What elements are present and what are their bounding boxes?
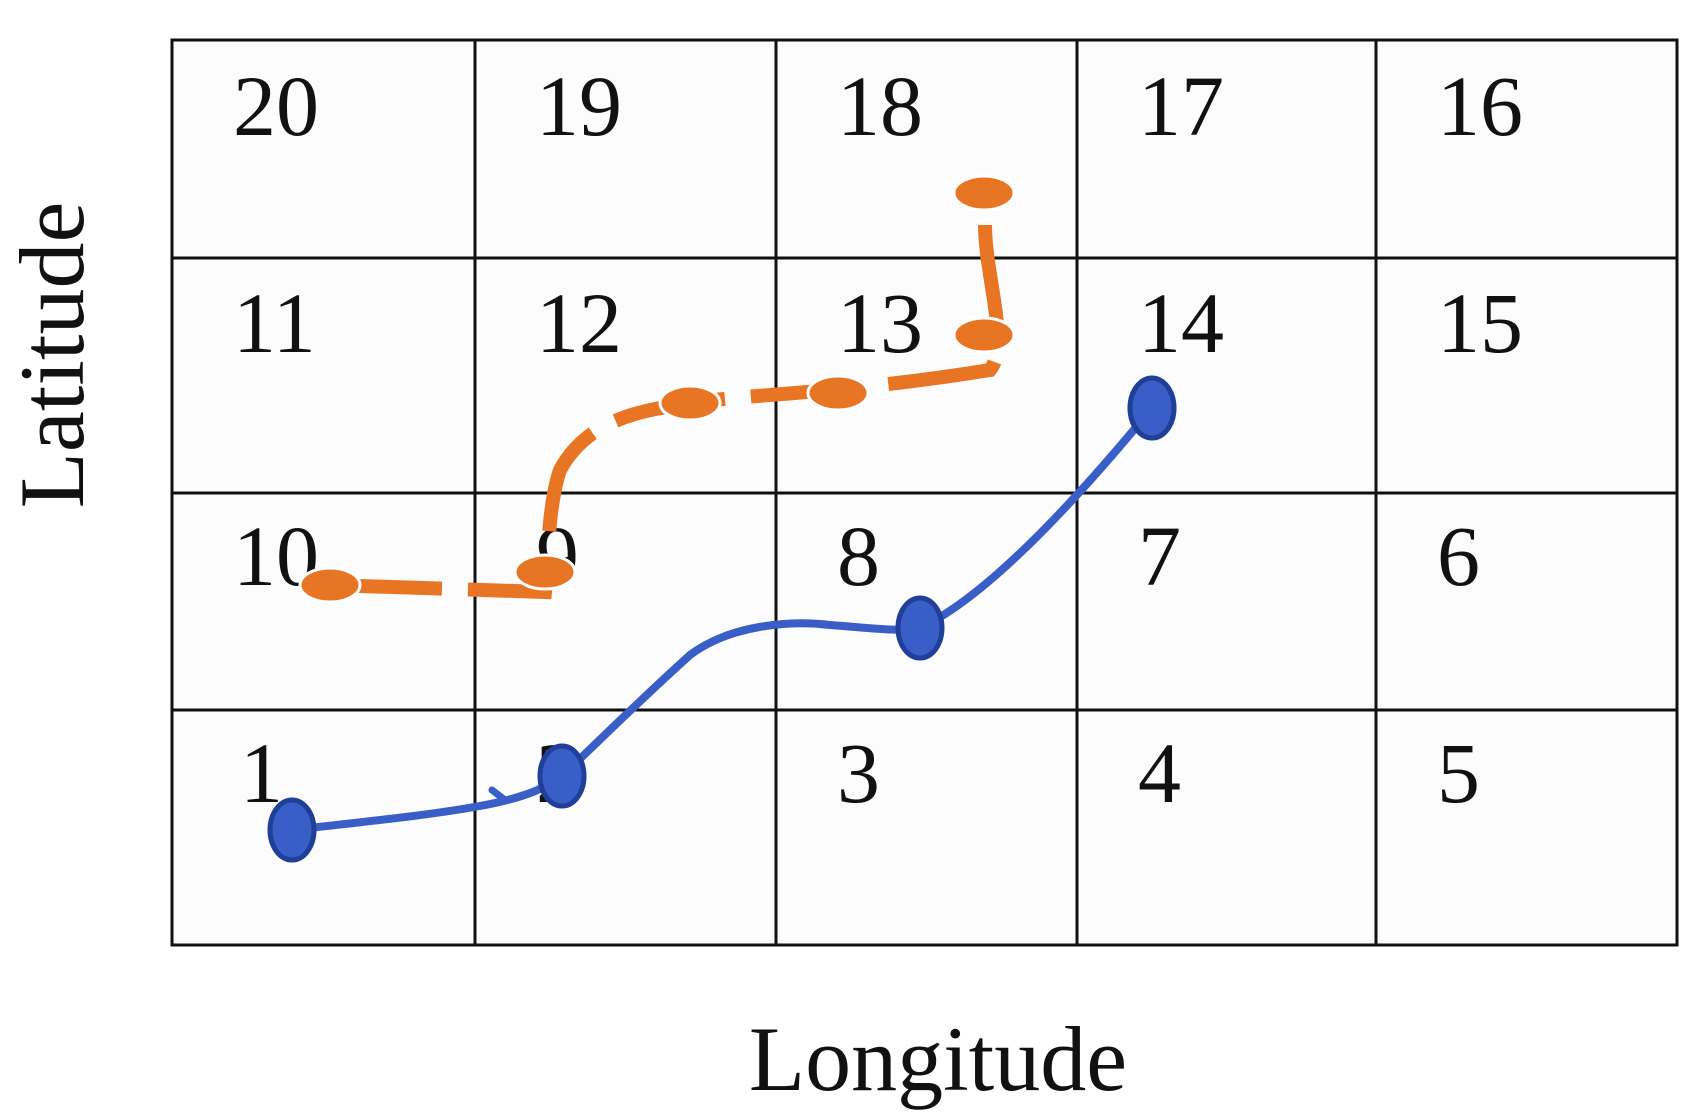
- trajectory-blue-point: [267, 797, 317, 863]
- trajectory-orange-point: [513, 553, 577, 591]
- cell-number: 15: [1437, 275, 1523, 371]
- cell-number: 17: [1138, 58, 1224, 154]
- cell-number: 4: [1138, 725, 1181, 821]
- cell-number: 18: [837, 58, 923, 154]
- cell-number: 6: [1437, 508, 1480, 604]
- cell-number: 14: [1138, 275, 1224, 371]
- cell-number: 3: [837, 725, 880, 821]
- grid-row-1: 20 19 18 17 16: [233, 58, 1523, 154]
- cell-number: 11: [233, 275, 316, 371]
- y-axis-label: Latitude: [1, 202, 103, 509]
- cell-number: 16: [1437, 58, 1523, 154]
- cell-number: 20: [233, 58, 319, 154]
- trajectory-blue-line: [288, 404, 1156, 834]
- grid-row-3: 10 9 8 7 6: [233, 508, 1480, 604]
- cell-number: 12: [536, 275, 622, 371]
- cell-number: 7: [1138, 508, 1181, 604]
- cell-number: 8: [837, 508, 880, 604]
- trajectory-orange: [298, 174, 1016, 604]
- cell-number: 1: [240, 725, 283, 821]
- x-axis-label: Longitude: [749, 1008, 1127, 1110]
- cell-number: 19: [536, 58, 622, 154]
- trajectory-blue-point: [895, 595, 945, 661]
- trajectory-orange-point: [952, 174, 1016, 212]
- grid-row-2: 11 12 13 14 15: [233, 275, 1523, 371]
- trajectory-orange-point: [806, 374, 870, 412]
- trajectory-orange-point: [658, 384, 722, 422]
- trajectory-blue-arrow-tick: [488, 786, 509, 804]
- trajectory-blue: [267, 375, 1177, 863]
- trajectory-blue-point: [537, 743, 587, 809]
- cell-number: 13: [837, 275, 923, 371]
- trajectory-blue-point: [1127, 375, 1177, 441]
- trajectory-orange-point: [298, 566, 362, 604]
- cell-number: 5: [1437, 725, 1480, 821]
- trajectory-orange-point: [952, 316, 1016, 354]
